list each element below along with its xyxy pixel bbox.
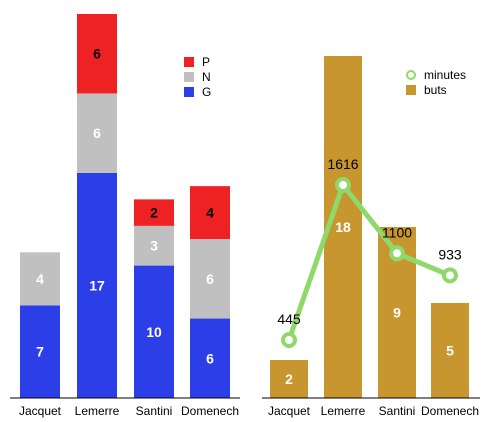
legend-swatch-buts bbox=[406, 85, 416, 95]
bar-lemerre-g bbox=[77, 172, 117, 398]
x-tick-label: Domenech bbox=[421, 404, 479, 418]
bar-domenech-buts bbox=[431, 303, 469, 398]
data-label-jacquet-g: 7 bbox=[36, 344, 44, 360]
legend-label-g: G bbox=[202, 85, 211, 99]
bar-jacquet-g bbox=[20, 305, 60, 398]
data-label-santini-g: 10 bbox=[146, 324, 162, 340]
legend-swatch-g bbox=[184, 87, 194, 97]
data-label-domenech-minutes: 933 bbox=[438, 246, 462, 262]
bar-santini-n bbox=[134, 225, 174, 266]
data-label-santini-minutes: 1100 bbox=[382, 224, 412, 240]
bar-jacquet-n bbox=[20, 252, 60, 306]
data-label-lemerre-p: 6 bbox=[93, 46, 101, 62]
bar-domenech-p bbox=[190, 186, 230, 240]
data-label-santini-n: 3 bbox=[150, 238, 158, 254]
x-tick-label: Santini bbox=[136, 404, 173, 418]
data-label-santini-buts: 9 bbox=[393, 305, 401, 321]
bar-lemerre-n bbox=[77, 93, 117, 173]
bar-lemerre-p bbox=[77, 14, 117, 94]
x-tick-label: Lemerre bbox=[321, 404, 366, 418]
bar-domenech-n bbox=[190, 239, 230, 319]
x-tick-label: Jacquet bbox=[19, 404, 62, 418]
x-tick-label: Domenech bbox=[181, 404, 239, 418]
legend-swatch-n bbox=[184, 72, 194, 82]
bar-santini-g bbox=[134, 265, 174, 398]
stacked-bar-chart: 7 4 Jacquet 17 6 6 Lemerre 10 3 2 Santini 6 6 4 Domene… bbox=[10, 14, 240, 418]
point-santini-minutes bbox=[389, 245, 405, 262]
bar-jacquet-buts bbox=[270, 360, 308, 398]
legend-label-buts: buts bbox=[424, 83, 447, 97]
legend-label-n: N bbox=[202, 70, 211, 84]
data-label-santini-p: 2 bbox=[150, 205, 158, 221]
point-domenech-minutes bbox=[442, 267, 458, 284]
data-label-domenech-buts: 5 bbox=[446, 343, 454, 359]
data-label-jacquet-buts: 2 bbox=[285, 371, 293, 387]
x-tick-label: Jacquet bbox=[268, 404, 311, 418]
point-jacquet-minutes bbox=[281, 332, 297, 348]
x-tick-label: Santini bbox=[379, 404, 416, 418]
legend-label-p: P bbox=[202, 55, 210, 69]
bar-line-chart: 2 Jacquet 18 Lemerre 9 Santini 5 Domenech 445 161… bbox=[262, 56, 480, 418]
data-label-lemerre-g: 17 bbox=[89, 277, 105, 293]
bar-domenech-g bbox=[190, 318, 230, 398]
legend-swatch-p bbox=[184, 57, 194, 67]
data-label-domenech-n: 6 bbox=[206, 271, 214, 287]
data-label-lemerre-minutes: 1616 bbox=[327, 156, 358, 172]
x-tick-label: Lemerre bbox=[75, 404, 120, 418]
data-label-jacquet-n: 4 bbox=[36, 271, 44, 287]
bar-santini-p bbox=[134, 199, 174, 226]
point-lemerre-minutes bbox=[335, 177, 351, 193]
data-label-jacquet-minutes: 445 bbox=[277, 311, 301, 327]
data-label-domenech-p: 4 bbox=[206, 205, 214, 221]
legend-label-minutes: minutes bbox=[424, 68, 466, 82]
data-label-lemerre-n: 6 bbox=[93, 125, 101, 141]
line-minutes bbox=[286, 182, 451, 341]
data-label-lemerre-buts: 18 bbox=[335, 219, 351, 235]
data-label-domenech-g: 6 bbox=[206, 350, 214, 366]
legend-swatch-minutes bbox=[406, 70, 416, 80]
